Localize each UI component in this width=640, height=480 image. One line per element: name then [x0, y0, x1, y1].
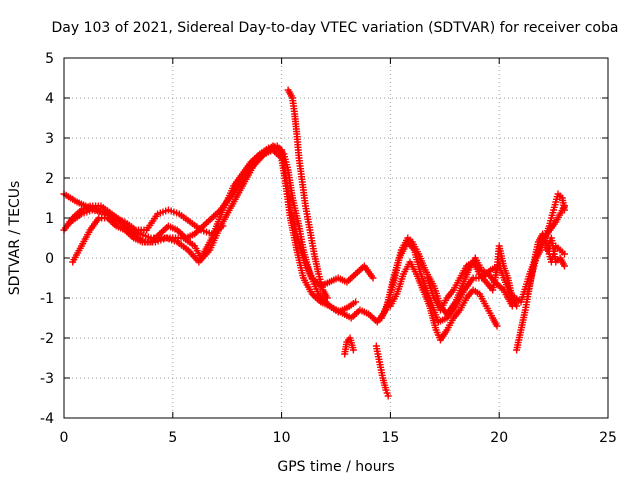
- series-5: [341, 334, 357, 358]
- series-2: [69, 146, 360, 316]
- x-tick-label: 0: [60, 430, 69, 446]
- series-11: [524, 190, 568, 298]
- y-tick-label: 3: [45, 131, 54, 147]
- data-point: [219, 222, 227, 230]
- data-point: [561, 206, 568, 214]
- data-point: [493, 322, 501, 330]
- series-7: [378, 234, 516, 322]
- y-tick-label: 1: [45, 211, 54, 227]
- y-tick-label: 4: [45, 91, 54, 107]
- data-point: [513, 302, 521, 310]
- y-tick-label: 0: [45, 251, 54, 267]
- y-tick-label: 2: [45, 171, 54, 187]
- y-axis-label: SDTVAR / TECUs: [7, 181, 23, 296]
- data-point: [323, 294, 331, 302]
- plot-frame: [63, 57, 609, 419]
- x-axis-label: GPS time / hours: [277, 459, 394, 475]
- axis-ticks: 0 5 10 15 20 25 -4 -3 -2 -1 0 1 2 3 4 5: [40, 51, 617, 446]
- series-6: [372, 342, 392, 400]
- y-tick-label: 5: [45, 51, 54, 67]
- data-point: [352, 298, 360, 306]
- chart-title: Day 103 of 2021, Sidereal Day-to-day VTE…: [52, 20, 619, 36]
- series-8: [386, 258, 501, 344]
- data-point: [384, 392, 392, 400]
- y-tick-label: -4: [40, 411, 54, 427]
- series-4: [284, 86, 331, 302]
- grid-lines: [64, 58, 608, 418]
- y-tick-label: -3: [40, 371, 54, 387]
- x-tick-label: 15: [381, 430, 399, 446]
- series-9: [423, 242, 521, 314]
- x-tick-label: 5: [168, 430, 177, 446]
- data-point: [349, 346, 357, 354]
- data-point: [561, 262, 568, 270]
- data-point: [561, 250, 568, 258]
- x-tick-label: 20: [490, 430, 508, 446]
- series-12: [543, 234, 568, 270]
- series-3: [67, 206, 227, 238]
- x-tick-label: 10: [273, 430, 291, 446]
- data-series: [60, 86, 568, 400]
- y-tick-label: -2: [40, 331, 54, 347]
- x-tick-label: 25: [599, 430, 617, 446]
- y-tick-label: -1: [40, 291, 54, 307]
- data-point: [369, 274, 377, 282]
